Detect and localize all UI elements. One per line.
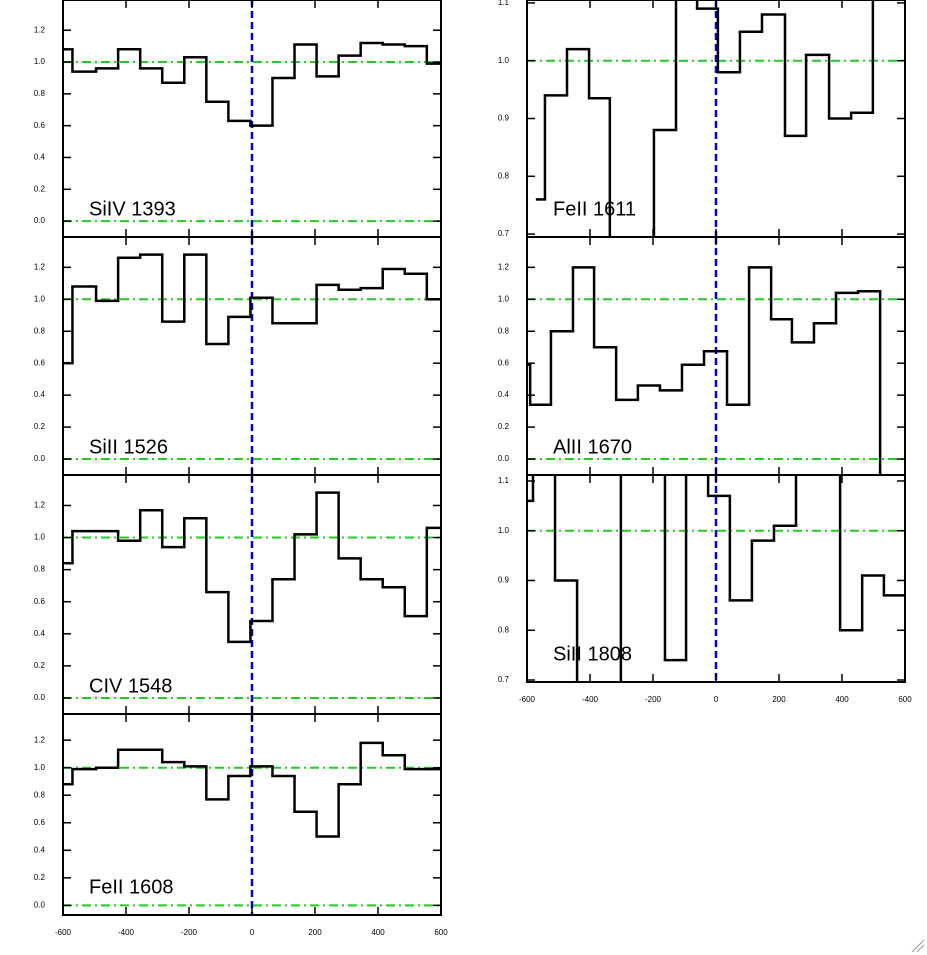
plot-area	[527, 0, 905, 237]
y-tick-label: 0.6	[34, 358, 46, 367]
panel-label: FeII 1608	[89, 876, 174, 898]
y-tick-label: 0.0	[34, 454, 46, 463]
y-tick-label: 0.4	[34, 629, 46, 638]
x-tick-label: 600	[898, 695, 912, 704]
panel: 0.0 0.2 0.4 0.6 0.8 1.0 1.2 AlII 1670	[498, 236, 906, 476]
y-tick-label: 0.0	[498, 454, 510, 463]
x-tick-label: 400	[371, 928, 385, 937]
y-tick-label: 0.9	[498, 114, 510, 123]
y-tick-label: 0.2	[34, 873, 46, 882]
plot-area	[527, 475, 905, 682]
y-tick-label: 0.7	[498, 229, 510, 238]
y-tick-label: 0.8	[34, 790, 46, 799]
x-tick-label: -200	[645, 695, 662, 704]
y-tick-label: 0.9	[498, 576, 510, 585]
x-tick-label: 200	[772, 695, 786, 704]
y-tick-label: 0.4	[34, 153, 46, 162]
y-tick-label: 0.0	[34, 900, 46, 909]
y-tick-label: 0.8	[34, 89, 46, 98]
panel: 0.0 0.2 0.4 0.6 0.8 1.0 1.2 CIV 1548	[34, 474, 442, 715]
y-tick-label: 0.8	[34, 326, 46, 335]
x-tick-label: -600	[55, 928, 72, 937]
plot-area	[63, 237, 441, 475]
x-tick-label: 0	[714, 695, 719, 704]
x-tick-label: 200	[308, 928, 322, 937]
plot-area	[527, 237, 905, 475]
x-tick-label: 600	[434, 928, 448, 937]
panel-label: SiIV 1393	[89, 198, 176, 220]
y-tick-label: 1.0	[34, 294, 46, 303]
y-tick-label: 0.8	[34, 565, 46, 574]
y-tick-label: 1.0	[498, 526, 510, 535]
panel-label: AlII 1670	[553, 436, 632, 458]
y-tick-label: 0.4	[498, 390, 510, 399]
y-tick-label: 1.0	[34, 533, 46, 542]
y-tick-label: 0.0	[34, 693, 46, 702]
y-tick-label: 1.0	[498, 294, 510, 303]
y-tick-label: 1.2	[34, 501, 46, 510]
y-tick-label: 1.2	[34, 262, 46, 271]
y-tick-label: 1.0	[34, 763, 46, 772]
x-tick-label: 0	[250, 928, 255, 937]
panel-label: SiII 1808	[553, 643, 632, 665]
y-tick-label: 0.8	[498, 171, 510, 180]
panel: 0.0 0.2 0.4 0.6 0.8 1.0 1.2 -600 -400 -200 0 200 400…	[34, 713, 448, 937]
y-tick-label: 0.6	[498, 358, 510, 367]
panel: 0.7 0.8 0.9 1.0 1.1 FeII 1611	[498, 0, 906, 238]
y-tick-label: 0.4	[34, 390, 46, 399]
y-tick-label: 0.8	[498, 625, 510, 634]
x-tick-label: 400	[835, 695, 849, 704]
y-tick-label: 1.2	[34, 735, 46, 744]
y-tick-label: 0.2	[34, 661, 46, 670]
y-tick-label: 0.8	[498, 326, 510, 335]
y-tick-label: 1.1	[498, 476, 510, 485]
resize-grip	[911, 939, 925, 953]
panel: 0.0 0.2 0.4 0.6 0.8 1.0 1.2 SiII 1526	[34, 236, 442, 476]
x-tick-label: -200	[181, 928, 198, 937]
x-tick-label: -600	[519, 695, 536, 704]
panel: 0.7 0.8 0.9 1.0 1.1 -600 -400 -200 0 200 400 600 SiI…	[498, 474, 912, 704]
plot-area	[63, 714, 441, 915]
y-tick-label: 0.6	[34, 818, 46, 827]
y-tick-label: 0.4	[34, 845, 46, 854]
x-tick-label: -400	[582, 695, 599, 704]
panel-label: SiII 1526	[89, 436, 168, 458]
y-tick-label: 1.2	[498, 262, 510, 271]
y-tick-label: 0.2	[34, 184, 46, 193]
panel-label: CIV 1548	[89, 675, 172, 697]
y-tick-label: 1.2	[34, 25, 46, 34]
y-tick-label: 0.0	[34, 216, 46, 225]
y-tick-label: 1.0	[498, 56, 510, 65]
y-tick-label: 1.1	[498, 0, 510, 7]
x-tick-label: -400	[118, 928, 135, 937]
y-tick-label: 0.7	[498, 675, 510, 684]
panel-label: FeII 1611	[553, 198, 636, 220]
y-tick-label: 0.6	[34, 597, 46, 606]
y-tick-label: 0.6	[34, 121, 46, 130]
y-tick-label: 1.0	[34, 57, 46, 66]
plot-area	[63, 475, 441, 714]
plot-area	[63, 0, 441, 237]
y-tick-label: 0.2	[498, 422, 510, 431]
y-tick-label: 0.2	[34, 422, 46, 431]
panel: 0.0 0.2 0.4 0.6 0.8 1.0 1.2 SiIV 1393	[34, 0, 442, 238]
